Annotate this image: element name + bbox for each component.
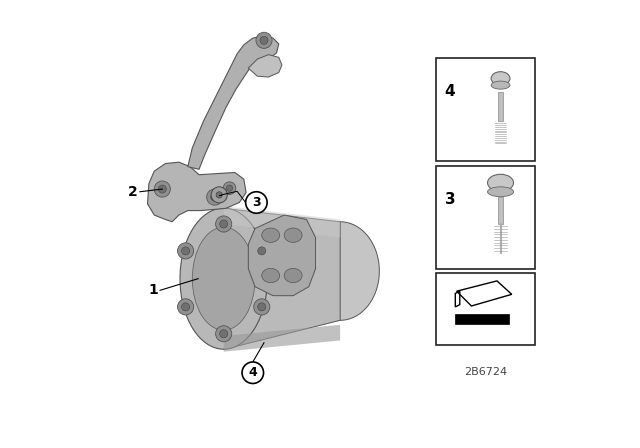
Ellipse shape <box>488 174 513 191</box>
Circle shape <box>246 192 267 213</box>
FancyBboxPatch shape <box>436 166 535 269</box>
Polygon shape <box>148 162 246 222</box>
Polygon shape <box>224 208 340 349</box>
Circle shape <box>258 303 266 311</box>
Circle shape <box>177 299 194 315</box>
Circle shape <box>211 187 227 203</box>
Circle shape <box>253 299 270 315</box>
Circle shape <box>242 362 264 383</box>
Circle shape <box>258 247 266 255</box>
FancyBboxPatch shape <box>498 197 504 224</box>
Ellipse shape <box>284 268 302 283</box>
Circle shape <box>220 330 228 338</box>
Ellipse shape <box>301 222 380 320</box>
Ellipse shape <box>284 228 302 242</box>
Text: 3: 3 <box>252 196 260 209</box>
Polygon shape <box>224 325 340 352</box>
Circle shape <box>211 193 219 201</box>
Circle shape <box>216 192 222 198</box>
Circle shape <box>207 189 223 205</box>
Circle shape <box>253 243 270 259</box>
FancyBboxPatch shape <box>436 273 535 345</box>
Circle shape <box>220 220 228 228</box>
Text: 2B6724: 2B6724 <box>464 367 508 377</box>
Ellipse shape <box>491 72 510 85</box>
Ellipse shape <box>180 208 268 349</box>
FancyBboxPatch shape <box>455 314 509 324</box>
Circle shape <box>227 185 233 191</box>
Text: 1: 1 <box>148 283 158 297</box>
Circle shape <box>154 181 170 197</box>
Ellipse shape <box>192 227 255 330</box>
Text: 3: 3 <box>445 192 455 207</box>
Polygon shape <box>188 36 279 169</box>
Ellipse shape <box>262 228 280 242</box>
Circle shape <box>177 243 194 259</box>
Circle shape <box>260 36 268 44</box>
Circle shape <box>182 303 189 311</box>
FancyBboxPatch shape <box>436 58 535 161</box>
Polygon shape <box>248 215 316 296</box>
Polygon shape <box>224 206 340 237</box>
Circle shape <box>223 182 236 194</box>
Ellipse shape <box>488 187 513 197</box>
Circle shape <box>256 32 272 48</box>
FancyBboxPatch shape <box>498 92 503 121</box>
Circle shape <box>216 216 232 232</box>
Circle shape <box>158 185 166 193</box>
Ellipse shape <box>262 268 280 283</box>
Ellipse shape <box>491 81 510 89</box>
Text: 4: 4 <box>445 84 455 99</box>
Text: 4: 4 <box>248 366 257 379</box>
Circle shape <box>216 326 232 342</box>
Text: 2: 2 <box>128 185 138 199</box>
Polygon shape <box>248 55 282 77</box>
Circle shape <box>182 247 189 255</box>
